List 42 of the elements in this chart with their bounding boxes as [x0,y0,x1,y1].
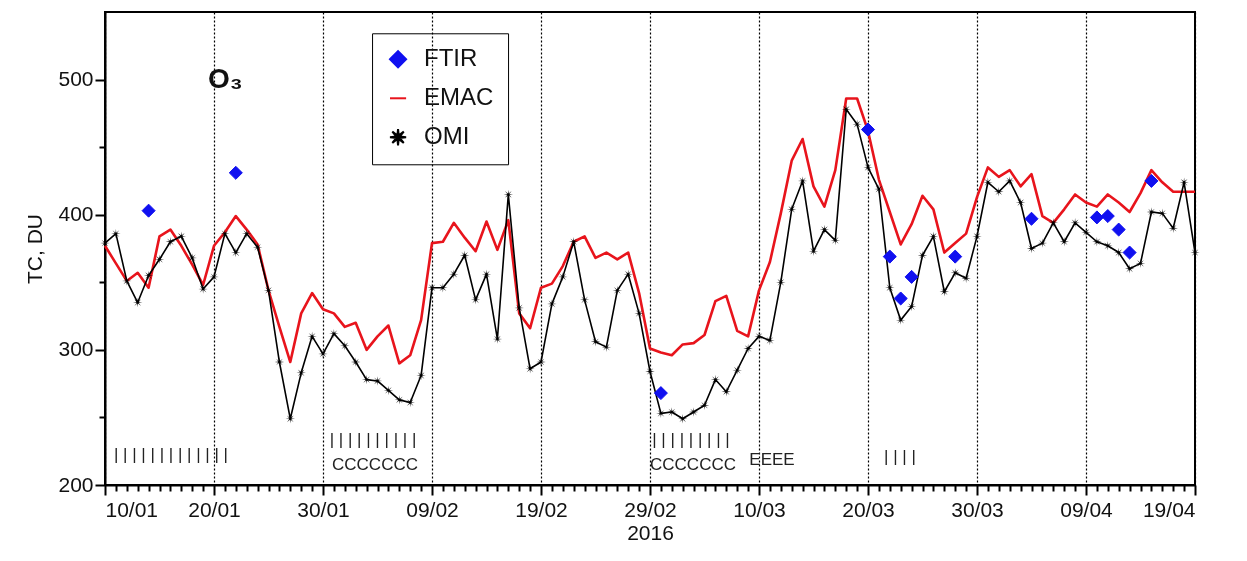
y-axis-title: TC, DU [23,214,47,284]
point [228,165,243,180]
x-tick-label: 19/04 [1142,497,1196,521]
point [1122,245,1137,260]
y-tick-label: 300 [58,337,94,361]
point [1024,211,1039,226]
point [860,122,876,137]
y-tick-label: 400 [58,202,94,226]
legend-label: OMI [424,122,470,150]
x-tick-label: 30/01 [297,497,350,521]
x-tick-label: 09/04 [1060,497,1114,521]
point [1144,173,1159,188]
x-tick-label: 09/02 [406,497,459,521]
x-axis-title: 2016 [627,520,674,544]
legend-label: EMAC [424,83,494,111]
x-tick-label: 30/03 [951,497,1004,521]
annotation: | | | | [884,447,916,466]
point [1111,222,1126,237]
y-tick-label: 500 [58,67,94,91]
x-tick-label: 19/02 [515,497,568,521]
point [882,249,897,264]
annotation: | | | | | | | | | | [329,430,417,449]
x-tick-label: 20/01 [188,497,241,521]
point [653,386,668,401]
y-tick-label: 200 [58,472,94,496]
point [1100,209,1115,224]
text: O₃ [207,63,243,94]
point [948,249,963,264]
annotation: | | | | | | | | | | | | | [113,445,229,464]
x-tick-label: 20/03 [842,497,895,521]
annotation: | | | | | | | | | [652,430,730,449]
point [893,291,908,306]
annotation: CCCCCCC [650,455,736,474]
x-tick-label: 29/02 [624,497,677,521]
point [904,269,919,284]
point [141,203,156,218]
annotation: CCCCCCC [332,455,418,474]
x-tick-label: 10/01 [105,497,159,521]
legend-label: FTIR [424,44,478,72]
x-tick-label: 10/03 [733,497,786,521]
point [1089,210,1104,225]
annotation: EEEE [749,450,795,469]
